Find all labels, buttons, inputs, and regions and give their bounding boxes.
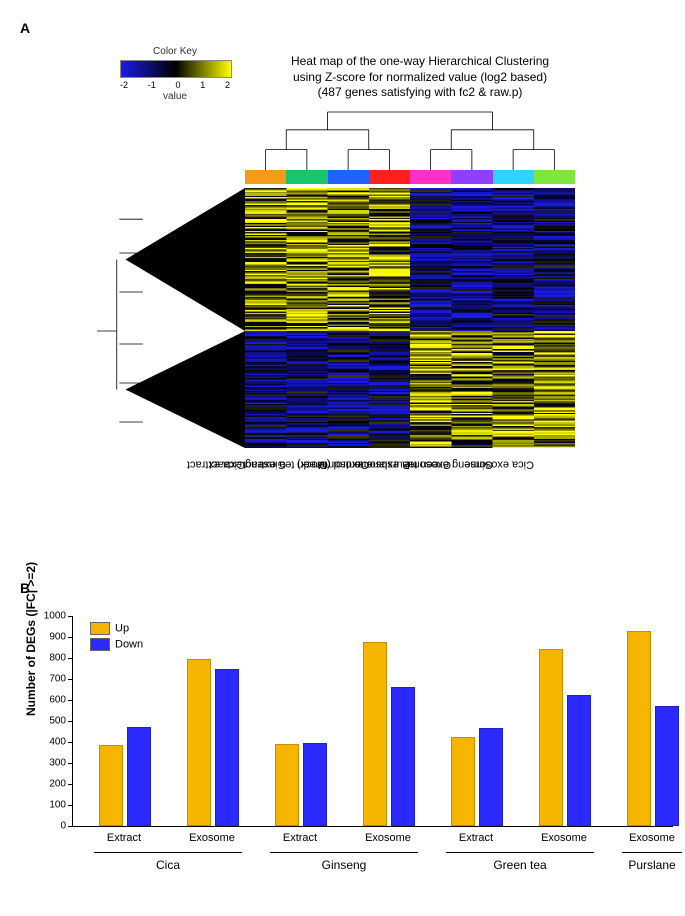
column-color-swatch [245,170,286,184]
bar-up [451,737,475,826]
heatmap [245,188,575,448]
y-tick-mark [68,721,73,722]
pair-label: Exosome [356,832,420,844]
color-key-tick: 2 [225,80,230,90]
y-tick-mark [68,805,73,806]
color-key-tick: -1 [148,80,156,90]
color-key-tick: 0 [175,80,180,90]
group-rule [94,852,242,853]
column-label: Cica exosome [464,459,534,471]
bar-up [627,631,651,826]
column-label-cell: Cica exosome [534,450,644,491]
column-color-bar [245,170,575,184]
y-tick-mark [68,700,73,701]
y-tick-mark [68,763,73,764]
bar-up [275,744,299,826]
heatmap-title: Heat map of the one-way Hierarchical Clu… [240,54,600,101]
y-tick-label: 700 [49,674,66,685]
color-key-gradient [120,60,232,78]
y-tick-mark [68,679,73,680]
y-tick-mark [68,784,73,785]
pair-label: Exosome [532,832,596,844]
y-tick-label: 300 [49,758,66,769]
color-key-tick: -2 [120,80,128,90]
group-label: Purslane [622,858,682,872]
bar-down [127,727,151,826]
y-tick-label: 400 [49,737,66,748]
pair-label: Exosome [180,832,244,844]
pair-label: Extract [92,832,156,844]
group-label: Ginseng [270,858,418,872]
color-key: Color Key -2 -1 0 1 2 value [120,46,230,102]
group-label: Cica [94,858,242,872]
column-labels: Cica extractGinseng extractGreen tea ext… [245,450,575,560]
heatmap-title-line: Heat map of the one-way Hierarchical Clu… [240,54,600,70]
y-tick-label: 100 [49,800,66,811]
bar-down [567,695,591,826]
bar-down [303,743,327,826]
group-label: Green tea [446,858,594,872]
group-rule [622,852,682,853]
y-tick-mark [68,742,73,743]
color-key-title: Color Key [120,46,230,57]
heatmap-title-line: (487 genes satisfying with fc2 & raw.p) [240,85,600,101]
panel-a: Color Key -2 -1 0 1 2 value Heat map of … [20,40,665,580]
bar-up [99,745,123,826]
bar-up [187,659,211,826]
column-color-swatch [493,170,534,184]
bar-down [391,687,415,826]
y-tick-mark [68,826,73,827]
group-rule [270,852,418,853]
y-axis-label: Number of DEGs (|FC| >=2) [24,562,38,716]
pair-label: Exosome [620,832,684,844]
column-color-swatch [410,170,451,184]
color-key-tick: 1 [200,80,205,90]
y-axis-ticks: 01002003004005006007008009001000 [40,616,70,826]
column-color-swatch [369,170,410,184]
bar-up [363,642,387,826]
heatmap-canvas [245,188,575,448]
bar-down [655,706,679,826]
y-tick-label: 900 [49,632,66,643]
y-tick-label: 600 [49,695,66,706]
pair-label: Extract [268,832,332,844]
bar-down [215,669,239,827]
y-tick-mark [68,616,73,617]
color-key-value-label: value [120,91,230,102]
color-key-ticks: -2 -1 0 1 2 [120,80,230,90]
column-color-swatch [534,170,575,184]
column-color-swatch [328,170,369,184]
panel-b: Number of DEGs (|FC| >=2) 01002003004005… [20,616,665,896]
column-dendrogram [245,110,575,170]
bar-chart [72,616,673,827]
y-tick-label: 500 [49,716,66,727]
pair-label: Extract [444,832,508,844]
y-tick-mark [68,637,73,638]
y-tick-label: 200 [49,779,66,790]
column-color-swatch [451,170,492,184]
y-tick-label: 0 [60,821,66,832]
panel-a-label: A [20,20,665,36]
bar-down [479,728,503,826]
y-tick-mark [68,658,73,659]
group-rule [446,852,594,853]
y-tick-label: 800 [49,653,66,664]
bar-up [539,649,563,826]
y-tick-label: 1000 [44,611,66,622]
row-dendrogram [95,188,245,448]
panel-b-label: B [20,580,665,596]
heatmap-title-line: using Z-score for normalized value (log2… [240,70,600,86]
column-color-swatch [286,170,327,184]
